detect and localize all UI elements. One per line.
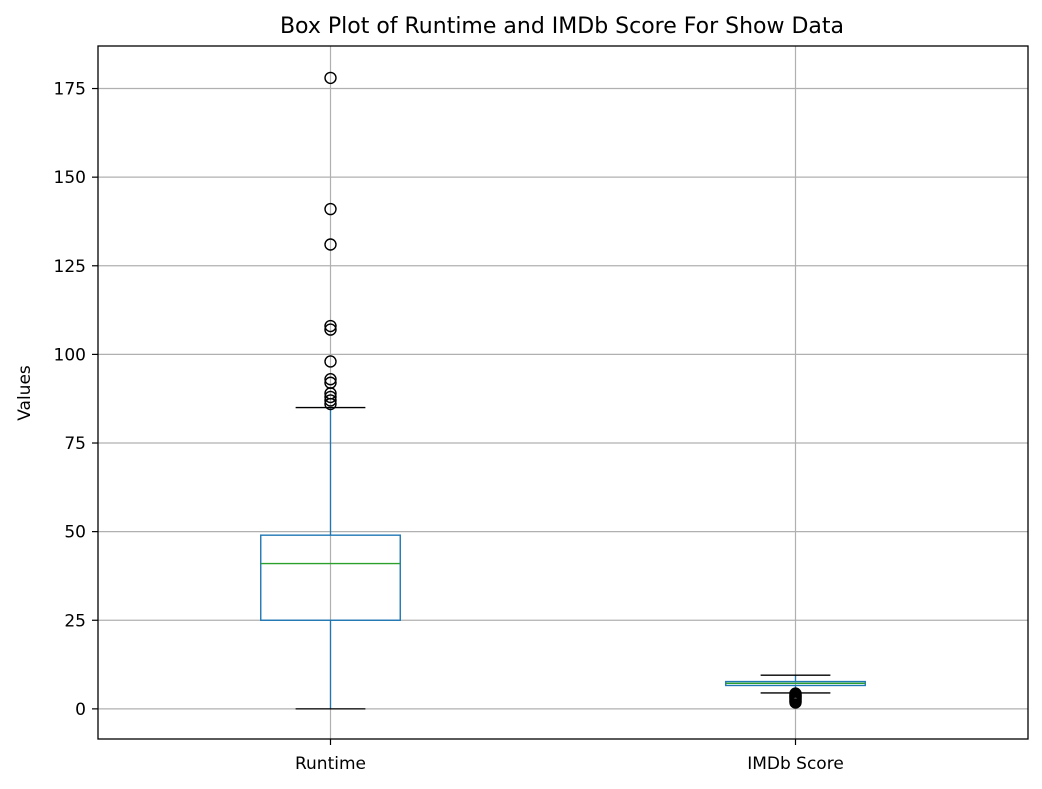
tick-layer: 0 25 50 75 100 125 150 175 Runtime IMDb Score [54,80,844,774]
box-layer [260,71,866,710]
y-tick-label: 150 [54,168,86,188]
x-tick-label: IMDb Score [747,754,844,774]
y-tick-label: 50 [64,523,86,543]
outlier-point [324,323,337,336]
y-tick-label: 125 [54,257,86,277]
outlier-point [324,390,337,404]
y-tick-label: 25 [64,611,86,631]
outlier-point [324,71,337,85]
y-tick-label: 0 [75,700,86,720]
y-tick-label: 100 [54,345,86,365]
outlier-point [324,319,337,333]
outlier-point [324,238,337,251]
outlier-point [789,696,802,709]
x-tick-label: Runtime [295,754,366,774]
y-tick-label: 75 [64,434,86,454]
y-tick-label: 175 [54,80,86,100]
outlier-point [324,202,337,216]
outlier-point [324,397,337,411]
grid-layer [98,46,1028,739]
outlier-point [324,394,337,407]
plot-frame [97,45,1029,740]
box-group [260,71,401,710]
outlier-point [324,355,337,368]
iqr-box [260,534,401,621]
outlier-point [324,373,337,386]
y-axis-label: Values [15,365,35,421]
chart-title: Box Plot of Runtime and IMDb Score For S… [280,14,844,39]
box-group [725,674,866,709]
